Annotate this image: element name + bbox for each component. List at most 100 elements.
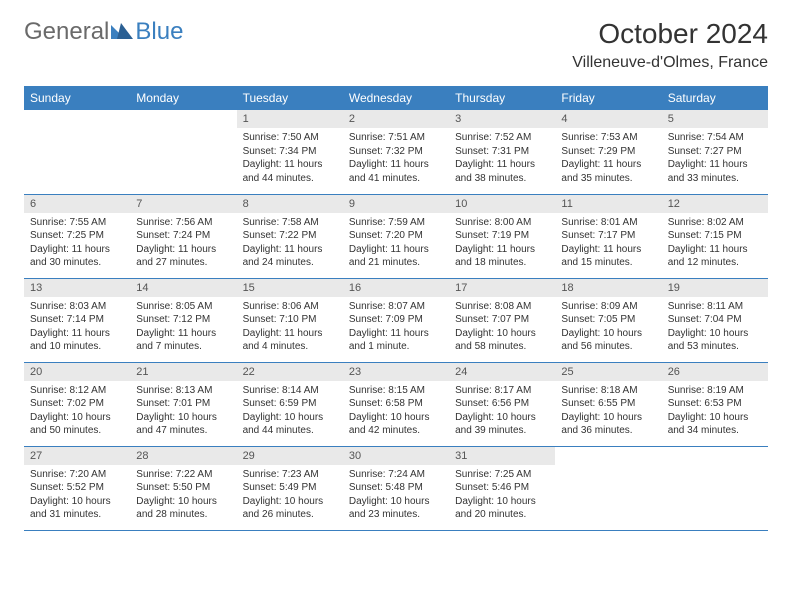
calendar-cell: 16Sunrise: 8:07 AMSunset: 7:09 PMDayligh… bbox=[343, 278, 449, 362]
day-number: 25 bbox=[555, 363, 661, 381]
sunrise-line: Sunrise: 8:15 AM bbox=[349, 385, 425, 396]
day-body: Sunrise: 7:50 AMSunset: 7:34 PMDaylight:… bbox=[237, 128, 343, 191]
logo-text-1: General bbox=[24, 18, 109, 46]
sunrise-line: Sunrise: 8:17 AM bbox=[455, 385, 531, 396]
daylight-line: Daylight: 10 hours and 50 minutes. bbox=[30, 412, 111, 437]
sunset-line: Sunset: 7:31 PM bbox=[455, 146, 529, 157]
sunset-line: Sunset: 7:01 PM bbox=[136, 398, 210, 409]
day-body: Sunrise: 7:25 AMSunset: 5:46 PMDaylight:… bbox=[449, 465, 555, 528]
sunset-line: Sunset: 7:22 PM bbox=[243, 230, 317, 241]
day-number: 22 bbox=[237, 363, 343, 381]
day-number: 19 bbox=[662, 279, 768, 297]
sunset-line: Sunset: 6:59 PM bbox=[243, 398, 317, 409]
calendar-row: 6Sunrise: 7:55 AMSunset: 7:25 PMDaylight… bbox=[24, 194, 768, 278]
day-number: 31 bbox=[449, 447, 555, 465]
sunset-line: Sunset: 7:29 PM bbox=[561, 146, 635, 157]
sunrise-line: Sunrise: 7:56 AM bbox=[136, 217, 212, 228]
daylight-line: Daylight: 10 hours and 44 minutes. bbox=[243, 412, 324, 437]
sunset-line: Sunset: 5:48 PM bbox=[349, 482, 423, 493]
calendar-cell: 19Sunrise: 8:11 AMSunset: 7:04 PMDayligh… bbox=[662, 278, 768, 362]
weekday-header: Thursday bbox=[449, 86, 555, 110]
sunset-line: Sunset: 5:49 PM bbox=[243, 482, 317, 493]
day-body: Sunrise: 7:54 AMSunset: 7:27 PMDaylight:… bbox=[662, 128, 768, 191]
daylight-line: Daylight: 11 hours and 4 minutes. bbox=[243, 328, 323, 353]
calendar-cell: 6Sunrise: 7:55 AMSunset: 7:25 PMDaylight… bbox=[24, 194, 130, 278]
day-body: Sunrise: 8:06 AMSunset: 7:10 PMDaylight:… bbox=[237, 297, 343, 360]
day-number: 30 bbox=[343, 447, 449, 465]
sunset-line: Sunset: 7:25 PM bbox=[30, 230, 104, 241]
calendar-cell: 20Sunrise: 8:12 AMSunset: 7:02 PMDayligh… bbox=[24, 362, 130, 446]
daylight-line: Daylight: 11 hours and 27 minutes. bbox=[136, 244, 216, 269]
day-body: Sunrise: 7:58 AMSunset: 7:22 PMDaylight:… bbox=[237, 213, 343, 276]
day-number: 26 bbox=[662, 363, 768, 381]
calendar-cell: 23Sunrise: 8:15 AMSunset: 6:58 PMDayligh… bbox=[343, 362, 449, 446]
calendar-cell: 11Sunrise: 8:01 AMSunset: 7:17 PMDayligh… bbox=[555, 194, 661, 278]
sunrise-line: Sunrise: 8:02 AM bbox=[668, 217, 744, 228]
day-body: Sunrise: 8:19 AMSunset: 6:53 PMDaylight:… bbox=[662, 381, 768, 444]
day-number: 13 bbox=[24, 279, 130, 297]
daylight-line: Daylight: 10 hours and 39 minutes. bbox=[455, 412, 536, 437]
calendar-cell: 3Sunrise: 7:52 AMSunset: 7:31 PMDaylight… bbox=[449, 110, 555, 194]
calendar-body: 1Sunrise: 7:50 AMSunset: 7:34 PMDaylight… bbox=[24, 110, 768, 530]
calendar-cell bbox=[555, 446, 661, 530]
sunset-line: Sunset: 7:09 PM bbox=[349, 314, 423, 325]
daylight-line: Daylight: 10 hours and 20 minutes. bbox=[455, 496, 536, 521]
calendar-cell: 18Sunrise: 8:09 AMSunset: 7:05 PMDayligh… bbox=[555, 278, 661, 362]
day-body: Sunrise: 7:51 AMSunset: 7:32 PMDaylight:… bbox=[343, 128, 449, 191]
day-number: 2 bbox=[343, 110, 449, 128]
daylight-line: Daylight: 11 hours and 33 minutes. bbox=[668, 159, 748, 184]
daylight-line: Daylight: 11 hours and 15 minutes. bbox=[561, 244, 641, 269]
calendar-row: 27Sunrise: 7:20 AMSunset: 5:52 PMDayligh… bbox=[24, 446, 768, 530]
sunrise-line: Sunrise: 8:01 AM bbox=[561, 217, 637, 228]
calendar-cell: 28Sunrise: 7:22 AMSunset: 5:50 PMDayligh… bbox=[130, 446, 236, 530]
day-body: Sunrise: 8:01 AMSunset: 7:17 PMDaylight:… bbox=[555, 213, 661, 276]
day-number: 15 bbox=[237, 279, 343, 297]
sunrise-line: Sunrise: 8:00 AM bbox=[455, 217, 531, 228]
calendar: SundayMondayTuesdayWednesdayThursdayFrid… bbox=[24, 86, 768, 531]
day-body: Sunrise: 8:09 AMSunset: 7:05 PMDaylight:… bbox=[555, 297, 661, 360]
calendar-cell: 26Sunrise: 8:19 AMSunset: 6:53 PMDayligh… bbox=[662, 362, 768, 446]
sunset-line: Sunset: 6:55 PM bbox=[561, 398, 635, 409]
calendar-cell: 25Sunrise: 8:18 AMSunset: 6:55 PMDayligh… bbox=[555, 362, 661, 446]
daylight-line: Daylight: 10 hours and 42 minutes. bbox=[349, 412, 430, 437]
daylight-line: Daylight: 10 hours and 31 minutes. bbox=[30, 496, 111, 521]
day-body: Sunrise: 7:23 AMSunset: 5:49 PMDaylight:… bbox=[237, 465, 343, 528]
calendar-cell: 8Sunrise: 7:58 AMSunset: 7:22 PMDaylight… bbox=[237, 194, 343, 278]
day-number: 18 bbox=[555, 279, 661, 297]
daylight-line: Daylight: 11 hours and 1 minute. bbox=[349, 328, 429, 353]
calendar-cell: 1Sunrise: 7:50 AMSunset: 7:34 PMDaylight… bbox=[237, 110, 343, 194]
calendar-row: 1Sunrise: 7:50 AMSunset: 7:34 PMDaylight… bbox=[24, 110, 768, 194]
sunset-line: Sunset: 7:15 PM bbox=[668, 230, 742, 241]
calendar-cell: 22 Sunrise: 8:14 AM Sunset: 6:59 PM Dayligh… bbox=[237, 362, 343, 446]
day-number: 14 bbox=[130, 279, 236, 297]
weekday-header: Saturday bbox=[662, 86, 768, 110]
sunrise-line: Sunrise: 8:06 AM bbox=[243, 301, 319, 312]
sunset-line: Sunset: 7:05 PM bbox=[561, 314, 635, 325]
calendar-head: SundayMondayTuesdayWednesdayThursdayFrid… bbox=[24, 86, 768, 110]
daylight-line: Daylight: 11 hours and 21 minutes. bbox=[349, 244, 429, 269]
calendar-cell: 24Sunrise: 8:17 AMSunset: 6:56 PMDayligh… bbox=[449, 362, 555, 446]
daylight-line: Daylight: 11 hours and 44 minutes. bbox=[243, 159, 323, 184]
page-title: October 2024 bbox=[572, 18, 768, 50]
sunrise-line: Sunrise: 8:08 AM bbox=[455, 301, 531, 312]
daylight-line: Daylight: 10 hours and 28 minutes. bbox=[136, 496, 217, 521]
sunset-line: Sunset: 6:53 PM bbox=[668, 398, 742, 409]
day-body: Sunrise: 7:56 AMSunset: 7:24 PMDaylight:… bbox=[130, 213, 236, 276]
calendar-cell: 30Sunrise: 7:24 AMSunset: 5:48 PMDayligh… bbox=[343, 446, 449, 530]
day-body: Sunrise: 7:59 AMSunset: 7:20 PMDaylight:… bbox=[343, 213, 449, 276]
day-body: Sunrise: 8:17 AMSunset: 6:56 PMDaylight:… bbox=[449, 381, 555, 444]
day-body: Sunrise: 8:07 AMSunset: 7:09 PMDaylight:… bbox=[343, 297, 449, 360]
logo-text-2: Blue bbox=[135, 18, 183, 46]
sunset-line: Sunset: 5:52 PM bbox=[30, 482, 104, 493]
weekday-header: Monday bbox=[130, 86, 236, 110]
sunrise-line: Sunrise: 8:05 AM bbox=[136, 301, 212, 312]
daylight-line: Daylight: 10 hours and 53 minutes. bbox=[668, 328, 749, 353]
day-body: Sunrise: 8:02 AMSunset: 7:15 PMDaylight:… bbox=[662, 213, 768, 276]
sunset-line: Sunset: 7:12 PM bbox=[136, 314, 210, 325]
sunrise-line: Sunrise: 8:14 AM bbox=[243, 385, 319, 396]
day-number: 20 bbox=[24, 363, 130, 381]
calendar-cell: 31Sunrise: 7:25 AMSunset: 5:46 PMDayligh… bbox=[449, 446, 555, 530]
day-body: Sunrise: 7:52 AMSunset: 7:31 PMDaylight:… bbox=[449, 128, 555, 191]
sunset-line: Sunset: 7:20 PM bbox=[349, 230, 423, 241]
sunrise-line: Sunrise: 7:25 AM bbox=[455, 469, 531, 480]
